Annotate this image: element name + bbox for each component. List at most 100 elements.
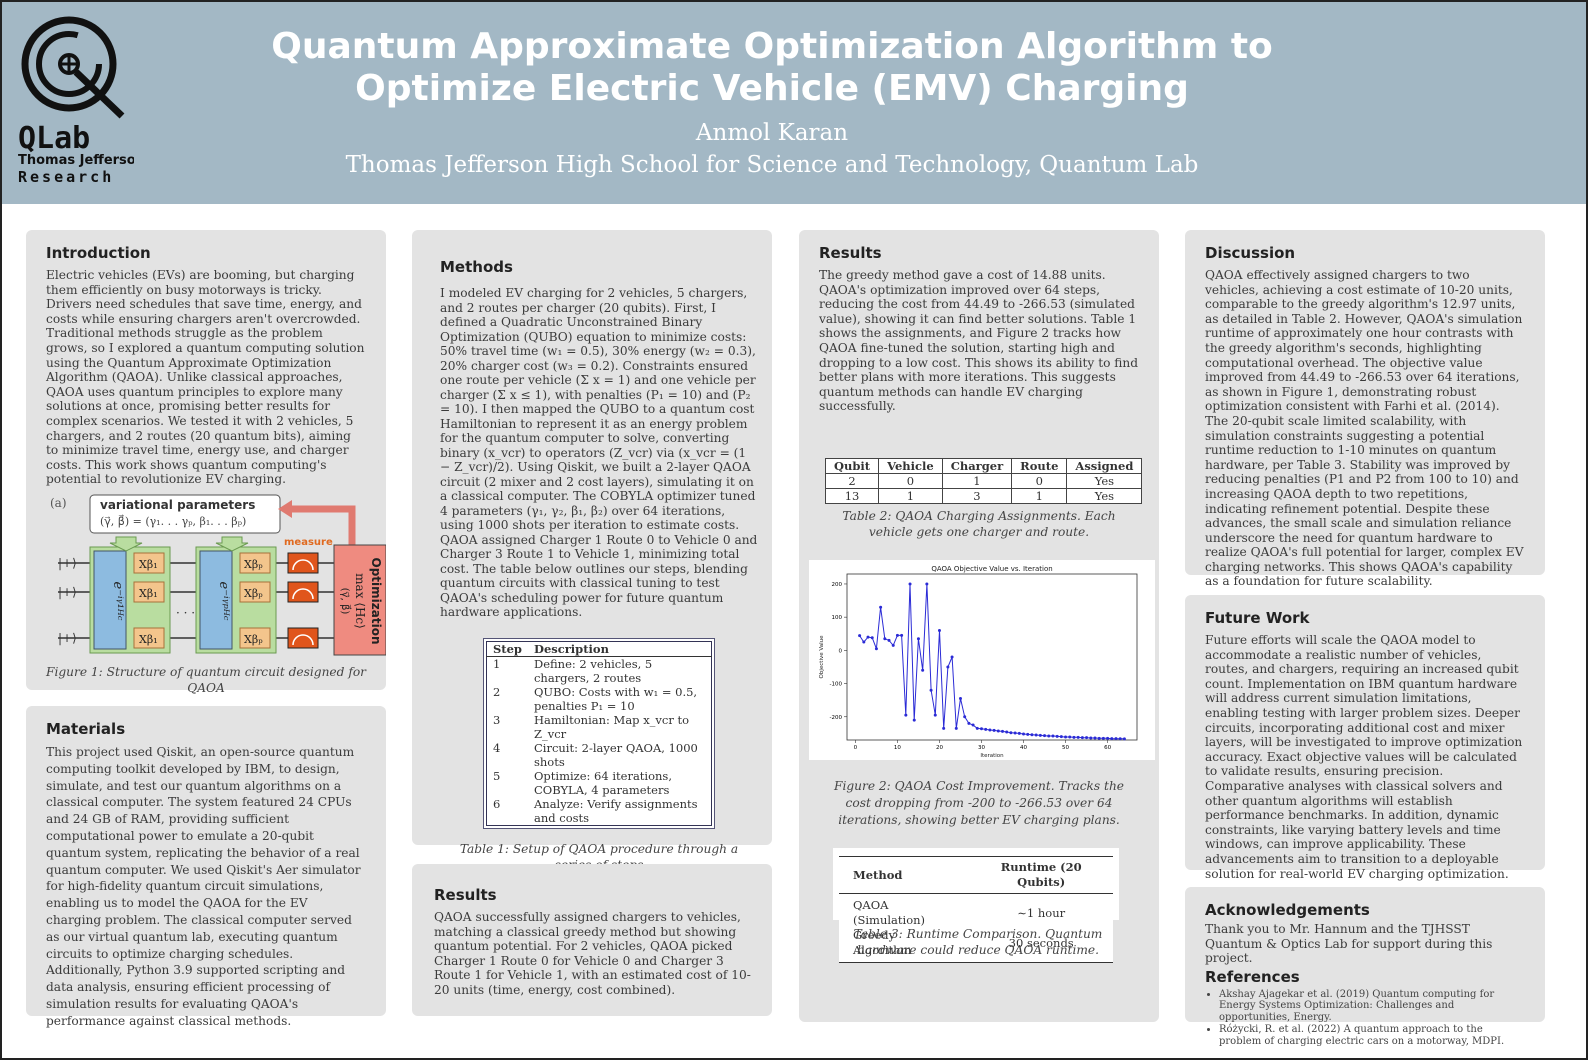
- step-num: 3: [493, 712, 501, 727]
- logo-name: QLab: [18, 121, 90, 156]
- objective-chart: QAOA Objective Value vs. Iteration 0 10 20…: [819, 565, 1138, 759]
- data-point: [975, 726, 979, 730]
- results-left-heading: Results: [434, 886, 497, 904]
- t2-cell: Yes: [1066, 472, 1143, 489]
- data-point: [950, 655, 954, 659]
- cost-layer-p: e⁻ⁱᵞᵖᴴᶜ: [216, 581, 231, 620]
- poster-title: Quantum Approximate Optimization Algorit…: [271, 26, 1273, 109]
- figure2-caption: Figure 2: QAOA Cost Improvement. Tracks …: [833, 779, 1125, 827]
- data-point: [1114, 737, 1118, 741]
- methods-body: I modeled EV charging for 2 vehicles, 5 …: [440, 286, 758, 619]
- y-tick-label: 0: [839, 648, 843, 654]
- data-point: [1009, 731, 1013, 735]
- table3-caption: Table 3: Runtime Comparison. Quantum har…: [853, 927, 1103, 957]
- reference-item: Różycki, R. et al. (2022) A quantum appr…: [1219, 1024, 1525, 1047]
- data-point: [1072, 735, 1076, 739]
- mixer-pc: Xβₚ: [244, 633, 263, 646]
- step-desc: QUBO: Costs with w₁ = 0.5, penalties P₁ …: [533, 684, 698, 713]
- introduction-panel: Introduction Electric vehicles (EVs) are…: [26, 230, 387, 695]
- data-point: [1106, 736, 1110, 740]
- data-point: [1001, 729, 1005, 733]
- table2-caption: Table 2: QAOA Charging Assignments. Each…: [842, 508, 1116, 539]
- data-point: [1097, 736, 1101, 740]
- figure2-frame: QAOA Objective Value vs. Iteration 0 10 20…: [809, 560, 1155, 760]
- data-point: [916, 637, 920, 641]
- data-point: [1051, 734, 1055, 738]
- params-formula: (γ⃗, β⃗) = (γ₁. . . γₚ, β₁. . . βₚ): [100, 514, 246, 528]
- data-point: [883, 637, 887, 641]
- step-desc: Hamiltonian: Map x_vcr to Z_vcr: [533, 712, 690, 741]
- poster-affiliation: Thomas Jefferson High School for Science…: [345, 152, 1199, 178]
- data-point: [1034, 733, 1038, 737]
- optimization-formula: max ⟨Hc⟩: [353, 573, 367, 629]
- t2-header-qubit: Qubit: [824, 457, 880, 474]
- step-desc: Circuit: 2-layer QAOA, 1000 shots: [533, 740, 698, 769]
- table-row: 1 Define: 2 vehicles, 5 chargers, 2 route…: [487, 656, 712, 685]
- acknowledgements-heading: Acknowledgements: [1205, 901, 1370, 919]
- table-row: 4 Circuit: 2-layer QAOA, 1000 shots: [487, 741, 712, 769]
- optimization-label: Optimization: [369, 557, 383, 644]
- table-row: 2 QUBO: Costs with w₁ = 0.5, penalties P₁…: [487, 685, 712, 713]
- mixer-pa: Xβₚ: [244, 558, 263, 571]
- data-point: [946, 665, 950, 669]
- ket-3: |+⟩: [58, 631, 77, 645]
- t3-cell: ∼1 hour: [1017, 905, 1066, 920]
- x-tick-label: 50: [1062, 745, 1069, 751]
- data-point: [958, 697, 962, 700]
- data-point: [1064, 735, 1068, 739]
- table-row: Greedy Algorithm 30 seconds: [839, 928, 1113, 963]
- table3-frame: Method Runtime (20 Qubits) QAOA (Simulat…: [833, 848, 1119, 963]
- data-point: [1080, 736, 1084, 740]
- table-row: 3 Hamiltonian: Map x_vcr to Z_vcr: [487, 713, 712, 741]
- introduction-heading: Introduction: [46, 244, 151, 262]
- data-point: [1093, 736, 1097, 740]
- ket-2: |+⟩: [58, 585, 77, 599]
- future-work-panel: Future Work Future efforts will scale th…: [1185, 595, 1545, 881]
- table-row: QAOA (Simulation) ∼1 hour: [839, 894, 1113, 929]
- data-point: [858, 634, 862, 638]
- step-desc: Define: 2 vehicles, 5 chargers, 2 routes: [533, 656, 653, 685]
- t2-cell: 2: [824, 472, 880, 489]
- mixer-pb: Xβₚ: [244, 587, 263, 600]
- data-point: [1076, 735, 1080, 739]
- data-point: [996, 729, 1000, 733]
- methods-panel: Methods I modeled EV charging for 2 vehi…: [412, 230, 772, 872]
- data-point: [937, 628, 941, 632]
- table-row: 2 0 1 0 Yes: [824, 472, 1143, 489]
- acknowledgements-body: Thank you to Mr. Hannum and the TJHSST Q…: [1205, 922, 1493, 966]
- y-tick-label: 200: [832, 582, 843, 588]
- references-heading: References: [1205, 967, 1300, 986]
- x-tick-label: 0: [854, 745, 858, 751]
- y-tick-label: 100: [832, 615, 843, 621]
- data-point: [1022, 732, 1026, 736]
- data-point: [866, 635, 870, 639]
- t3-cell: QAOA (Simulation): [853, 898, 926, 927]
- future-work-heading: Future Work: [1205, 609, 1310, 627]
- data-point: [1030, 733, 1034, 737]
- discussion-panel: Discussion QAOA effectively assigned cha…: [1185, 230, 1545, 588]
- data-point: [1101, 736, 1105, 740]
- data-point: [1068, 735, 1072, 739]
- results-left-panel: Results QAOA successfully assigned charg…: [412, 864, 772, 1016]
- x-tick-label: 40: [1020, 745, 1027, 751]
- step-num: 2: [493, 684, 501, 699]
- runtime-table: Method Runtime (20 Qubits) QAOA (Simulat…: [839, 856, 1113, 963]
- t2-cell: 1: [941, 472, 1013, 489]
- x-tick-label: 10: [894, 745, 901, 751]
- t2-cell: 0: [1011, 472, 1068, 489]
- t2-cell: 1: [1011, 487, 1068, 504]
- poster-header: QLab Thomas Jefferson Research Quantum A…: [2, 2, 1586, 204]
- t2-cell: 13: [824, 487, 880, 504]
- data-point: [1005, 730, 1009, 734]
- x-tick-label: 30: [978, 745, 985, 751]
- cost-layer-1: e⁻ⁱᵞ¹ᴴᶜ: [110, 581, 125, 620]
- data-point: [1059, 735, 1063, 739]
- t2-cell: Yes: [1066, 487, 1143, 504]
- data-point: [971, 723, 975, 727]
- reference-item: Akshay Ajagekar et al. (2019) Quantum co…: [1219, 989, 1525, 1024]
- x-tick-label: 20: [936, 745, 943, 751]
- data-point: [891, 643, 895, 647]
- data-point: [1026, 732, 1030, 736]
- t2-cell: 3: [941, 487, 1013, 504]
- objective-series-line: [859, 583, 1125, 740]
